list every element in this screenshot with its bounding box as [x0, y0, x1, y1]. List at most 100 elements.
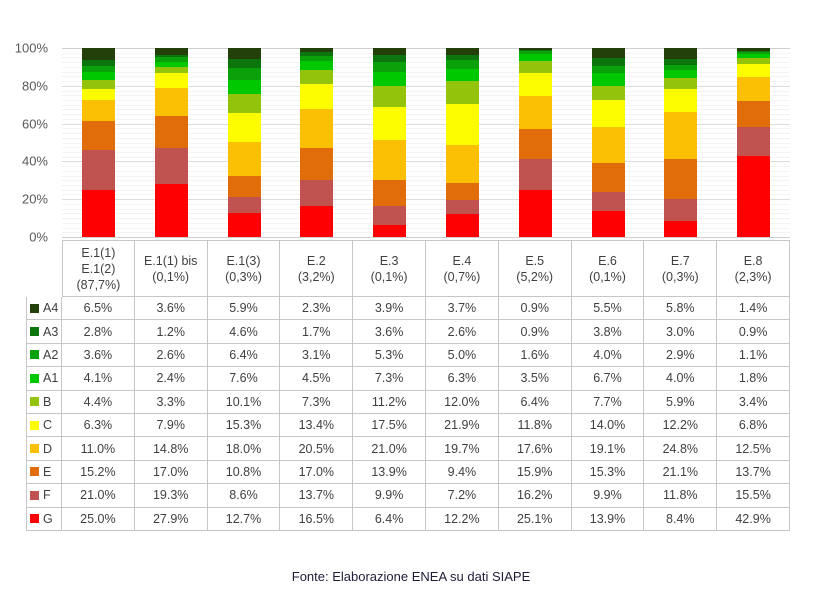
bar-segment-C	[154, 72, 188, 88]
bar-segment-B	[227, 94, 261, 114]
gridline	[62, 232, 790, 234]
stacked-bar-E.2	[300, 48, 334, 237]
value-cell: 21.9%	[426, 414, 499, 438]
value-cell: 0.9%	[717, 320, 790, 344]
value-cell: 9.4%	[426, 460, 499, 485]
bar-segment-B	[664, 77, 698, 89]
bar-segment-A3	[154, 54, 188, 58]
value-cell: 1.1%	[717, 343, 790, 368]
stacked-bar-E.3	[373, 48, 407, 237]
value-cell: 5.8%	[644, 297, 718, 321]
category-header-line: E.1(1)	[81, 245, 116, 260]
bar-segment-G	[591, 210, 625, 237]
bar-segment-A3	[737, 50, 771, 53]
value-cell: 25.1%	[498, 507, 572, 531]
gridline	[62, 71, 790, 73]
value-cell: 17.0%	[280, 460, 354, 485]
gridline	[62, 208, 790, 210]
value-cell: 2.9%	[644, 343, 718, 368]
bar-segment-A3	[518, 49, 552, 52]
gridline	[62, 189, 790, 191]
bar-segment-E	[591, 163, 625, 192]
value-cell: 6.4%	[498, 390, 572, 414]
value-cell: 3.6%	[134, 297, 208, 321]
bar-segment-A4	[591, 48, 625, 59]
stacked-bar-E.5	[518, 48, 552, 237]
bar-segment-E	[373, 179, 407, 207]
category-header-line: E.1(3)	[226, 253, 261, 268]
bar-segment-A3	[591, 58, 625, 66]
value-cell: 14.0%	[571, 414, 645, 438]
category-header-line: (5,2%)	[516, 269, 554, 284]
value-cell: 12.0%	[426, 390, 499, 414]
bar-segment-F	[737, 126, 771, 156]
gridline	[62, 213, 790, 215]
gridline	[62, 123, 790, 125]
legend-label: A4	[43, 301, 59, 316]
gridline	[62, 137, 790, 139]
gridline	[62, 109, 790, 111]
legend-label: B	[43, 394, 52, 409]
bar-segment-C	[81, 88, 115, 101]
bar-segment-A1	[154, 62, 188, 67]
bar-segment-C	[664, 88, 698, 112]
bar-segment-C	[227, 113, 261, 143]
category-header-line: (0,3%)	[225, 269, 262, 284]
bar-segment-G	[154, 184, 188, 237]
value-cell: 3.6%	[353, 320, 426, 344]
value-cell: 2.3%	[280, 297, 354, 321]
bar-segment-F	[81, 149, 115, 190]
gridline	[62, 62, 790, 64]
gridline	[62, 118, 790, 120]
category-header-line: E.6	[598, 253, 617, 268]
bar-segment-E	[664, 158, 698, 199]
bar-segment-A3	[227, 59, 261, 68]
gridline	[62, 57, 790, 59]
legend-cell-A1: A1	[26, 367, 62, 391]
value-cell: 8.4%	[644, 507, 718, 531]
bar-segment-A2	[591, 65, 625, 74]
value-cell: 1.7%	[280, 320, 354, 344]
value-cell: 6.4%	[207, 343, 281, 368]
gridline	[62, 180, 790, 182]
y-axis: 100% 80% 60% 40% 20% 0%	[0, 41, 54, 245]
gridline	[62, 90, 790, 92]
legend-label: A2	[43, 347, 59, 362]
bar-segment-B	[373, 86, 407, 108]
value-cell: 5.3%	[353, 343, 426, 368]
category-header: E.6 (0,1%)	[571, 240, 645, 297]
value-cell: 24.8%	[644, 437, 718, 461]
legend-label: C	[43, 418, 53, 433]
value-cell: 17.0%	[134, 460, 208, 485]
value-cell: 10.1%	[207, 390, 281, 414]
value-cell: 8.6%	[207, 484, 281, 508]
category-header-line: E.1(1) bis	[143, 253, 198, 268]
bar-segment-C	[373, 107, 407, 141]
y-axis-tick-label: 20%	[21, 191, 48, 207]
legend-label: F	[43, 488, 51, 503]
value-cell: 21.1%	[644, 460, 718, 485]
stacked-bar-E.8	[737, 48, 771, 237]
bar-segment-A3	[81, 60, 115, 66]
bar-segment-E	[227, 176, 261, 197]
bar-segment-C	[518, 73, 552, 96]
bar-segment-A4	[227, 48, 261, 60]
stacked-bar-E.6	[591, 48, 625, 237]
bar-segment-A2	[373, 62, 407, 73]
category-header: E.5 (5,2%)	[498, 240, 572, 297]
gridline	[62, 66, 790, 68]
value-cell: 9.9%	[353, 484, 426, 508]
value-cell: 13.7%	[717, 460, 790, 485]
category-header-line: (3,2%)	[297, 269, 335, 284]
bar-segment-C	[737, 64, 771, 78]
legend-cell-G: G	[26, 507, 62, 531]
value-cell: 14.8%	[134, 437, 208, 461]
gridline	[62, 142, 790, 144]
bar-segment-A2	[81, 65, 115, 73]
bar-segment-A1	[81, 72, 115, 81]
bar-segment-B	[300, 69, 334, 84]
value-cell: 18.0%	[207, 437, 281, 461]
bar-segment-F	[154, 147, 188, 185]
stacked-bar-E.1(1)	[81, 48, 115, 237]
value-cell: 4.5%	[280, 367, 354, 391]
